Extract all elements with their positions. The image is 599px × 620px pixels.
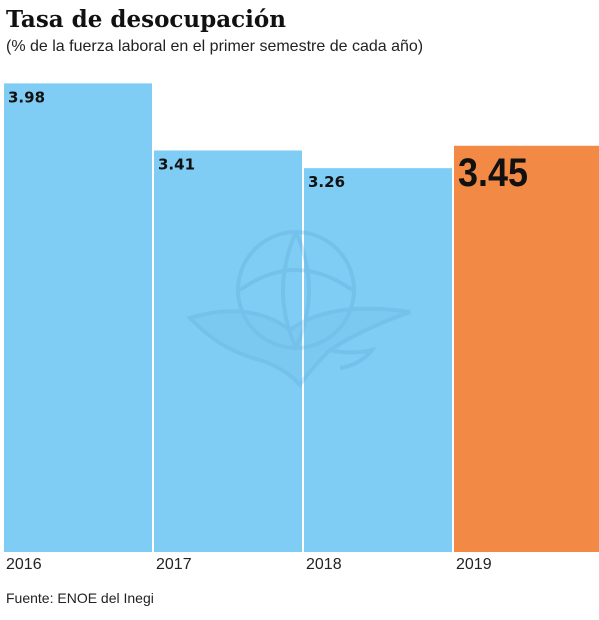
bar-2018 — [304, 168, 452, 552]
tick-label-2019: 2019 — [456, 556, 492, 573]
bars-group — [4, 83, 599, 552]
value-label-2019: 3.45 — [458, 151, 528, 195]
tick-label-2016: 2016 — [6, 556, 42, 573]
tick-label-2017: 2017 — [156, 556, 192, 573]
tick-label-2018: 2018 — [306, 556, 342, 573]
eagle-globe-logo-icon — [186, 230, 411, 389]
chart-subtitle: (% de la fuerza laboral en el primer sem… — [6, 38, 424, 55]
chart-title: Tasa de desocupación — [6, 6, 286, 33]
value-labels-group: 3.98 3.41 3.26 3.45 — [8, 88, 528, 194]
value-label-2016: 3.98 — [8, 88, 45, 106]
value-label-2018: 3.26 — [308, 173, 345, 191]
bar-2016 — [4, 83, 152, 552]
source-note: Fuente: ENOE del Inegi — [6, 590, 154, 606]
bar-2017 — [154, 150, 302, 552]
bar-2019 — [454, 145, 599, 552]
value-label-2017: 3.41 — [158, 155, 195, 173]
tick-labels-group: 2016 2017 2018 2019 — [6, 556, 492, 573]
